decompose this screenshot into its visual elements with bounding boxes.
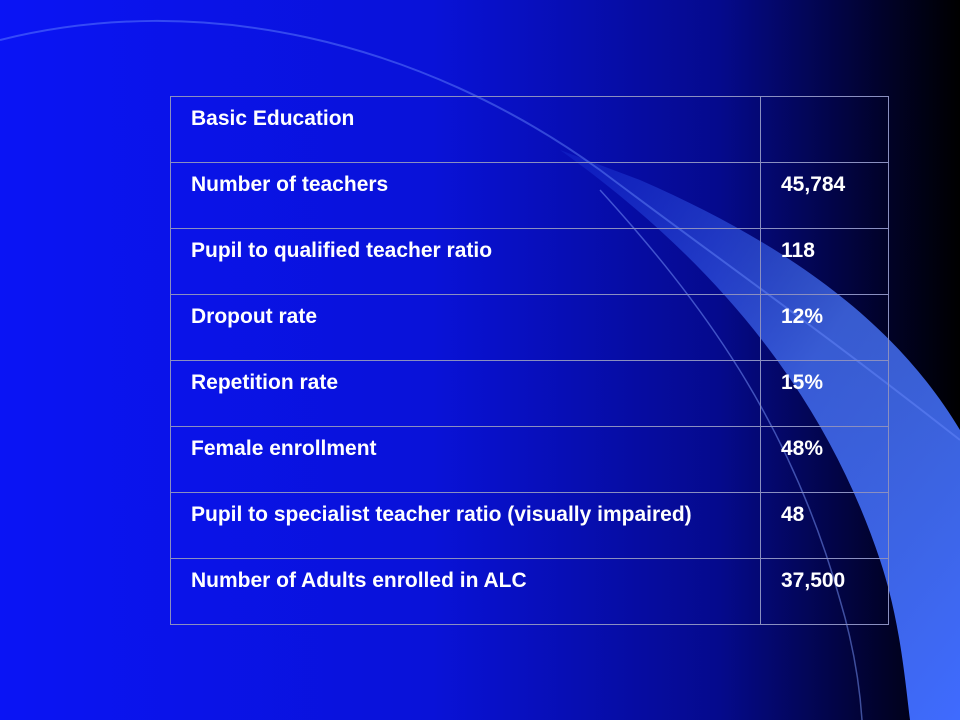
table-row: Pupil to qualified teacher ratio 118 <box>170 228 889 295</box>
table-row: Basic Education <box>170 96 889 163</box>
row-value: 118 <box>760 228 889 295</box>
row-label: Basic Education <box>170 96 761 163</box>
row-value: 48 <box>760 492 889 559</box>
table-row: Repetition rate 15% <box>170 360 889 427</box>
row-value: 12% <box>760 294 889 361</box>
row-label: Pupil to specialist teacher ratio (visua… <box>170 492 761 559</box>
row-value <box>760 96 889 163</box>
table-row: Pupil to specialist teacher ratio (visua… <box>170 492 889 559</box>
row-label: Number of Adults enrolled in ALC <box>170 558 761 625</box>
table-row: Number of teachers 45,784 <box>170 162 889 229</box>
row-label: Number of teachers <box>170 162 761 229</box>
row-value: 45,784 <box>760 162 889 229</box>
table-row: Number of Adults enrolled in ALC 37,500 <box>170 558 889 625</box>
table-row: Female enrollment 48% <box>170 426 889 493</box>
row-value: 15% <box>760 360 889 427</box>
row-value: 48% <box>760 426 889 493</box>
row-value: 37,500 <box>760 558 889 625</box>
row-label: Pupil to qualified teacher ratio <box>170 228 761 295</box>
row-label: Repetition rate <box>170 360 761 427</box>
row-label: Female enrollment <box>170 426 761 493</box>
row-label: Dropout rate <box>170 294 761 361</box>
table-row: Dropout rate 12% <box>170 294 889 361</box>
education-stats-table: Basic Education Number of teachers 45,78… <box>170 96 889 625</box>
